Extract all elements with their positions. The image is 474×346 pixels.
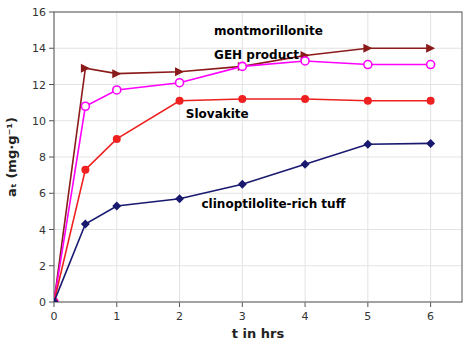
marker bbox=[363, 44, 372, 53]
marker bbox=[427, 97, 435, 105]
tick-label: 3 bbox=[239, 310, 246, 323]
grid-line bbox=[54, 229, 462, 230]
axes: 01234560246810121416 bbox=[32, 6, 462, 323]
marker bbox=[301, 160, 310, 169]
annotation: GEH product bbox=[214, 48, 299, 62]
series-line bbox=[54, 143, 431, 302]
tick-label: 6 bbox=[427, 310, 434, 323]
annotations: montmorillonite GEH product Slovakite clino… bbox=[186, 24, 346, 210]
tick bbox=[430, 302, 431, 307]
marker bbox=[176, 79, 184, 87]
marker bbox=[364, 61, 372, 69]
marker bbox=[112, 69, 121, 78]
plot-frame bbox=[54, 12, 462, 302]
tick-label: 14 bbox=[32, 42, 46, 55]
tick bbox=[49, 157, 54, 158]
tick bbox=[179, 302, 180, 307]
marker bbox=[301, 95, 309, 103]
marker bbox=[238, 62, 247, 71]
tick-label: 10 bbox=[32, 115, 46, 128]
marker bbox=[427, 61, 435, 69]
grid-line bbox=[54, 120, 462, 121]
marker bbox=[301, 57, 309, 65]
annotation: montmorillonite bbox=[214, 24, 323, 38]
series-line bbox=[54, 99, 431, 302]
tick-label: 6 bbox=[39, 187, 46, 200]
marker bbox=[238, 95, 246, 103]
tick bbox=[49, 48, 54, 49]
tick bbox=[49, 193, 54, 194]
tick bbox=[49, 120, 54, 121]
grid-line bbox=[54, 84, 462, 85]
marker bbox=[113, 86, 121, 94]
tick bbox=[49, 12, 54, 13]
tick-label: 2 bbox=[176, 310, 183, 323]
annotation: clinoptilolite-rich tuff bbox=[202, 197, 346, 211]
marker bbox=[426, 139, 435, 148]
annotation: Slovakite bbox=[186, 107, 249, 121]
tick bbox=[116, 302, 117, 307]
tick bbox=[49, 302, 54, 303]
tick bbox=[49, 265, 54, 266]
marker bbox=[81, 102, 89, 110]
marker bbox=[81, 64, 90, 73]
marker bbox=[81, 166, 89, 174]
marker bbox=[175, 67, 184, 76]
marker bbox=[238, 180, 247, 189]
data-area bbox=[54, 44, 435, 302]
tick bbox=[49, 84, 54, 85]
tick-label: 4 bbox=[39, 224, 46, 237]
series-line bbox=[54, 61, 431, 302]
tick bbox=[54, 302, 55, 307]
marker bbox=[175, 194, 184, 203]
tick bbox=[367, 302, 368, 307]
marker bbox=[54, 298, 59, 303]
marker bbox=[363, 140, 372, 149]
tick-label: 8 bbox=[39, 151, 46, 164]
background bbox=[0, 0, 474, 346]
x-axis-label: t in hrs bbox=[232, 326, 285, 341]
grid-line bbox=[54, 157, 462, 158]
grid-line bbox=[54, 193, 462, 194]
marker bbox=[112, 201, 121, 210]
tick bbox=[305, 302, 306, 307]
marker bbox=[81, 220, 90, 229]
y-axis-label: aₜ (mg·g⁻¹) bbox=[4, 117, 19, 197]
marker bbox=[426, 44, 435, 53]
series-line bbox=[54, 48, 431, 302]
tick-label: 0 bbox=[51, 310, 58, 323]
tick-label: 4 bbox=[302, 310, 309, 323]
tick-label: 1 bbox=[113, 310, 120, 323]
tick-label: 5 bbox=[364, 310, 371, 323]
marker bbox=[176, 97, 184, 105]
grid-line bbox=[54, 265, 462, 266]
marker bbox=[238, 62, 246, 70]
tick-label: 2 bbox=[39, 260, 46, 273]
tick bbox=[242, 302, 243, 307]
tick bbox=[49, 229, 54, 230]
marker bbox=[113, 135, 121, 143]
marker bbox=[364, 97, 372, 105]
tick-label: 12 bbox=[32, 79, 46, 92]
tick-label: 16 bbox=[32, 6, 46, 19]
chart: 01234560246810121416montmorilloniteGEH p… bbox=[0, 0, 474, 346]
tick-label: 0 bbox=[39, 296, 46, 309]
